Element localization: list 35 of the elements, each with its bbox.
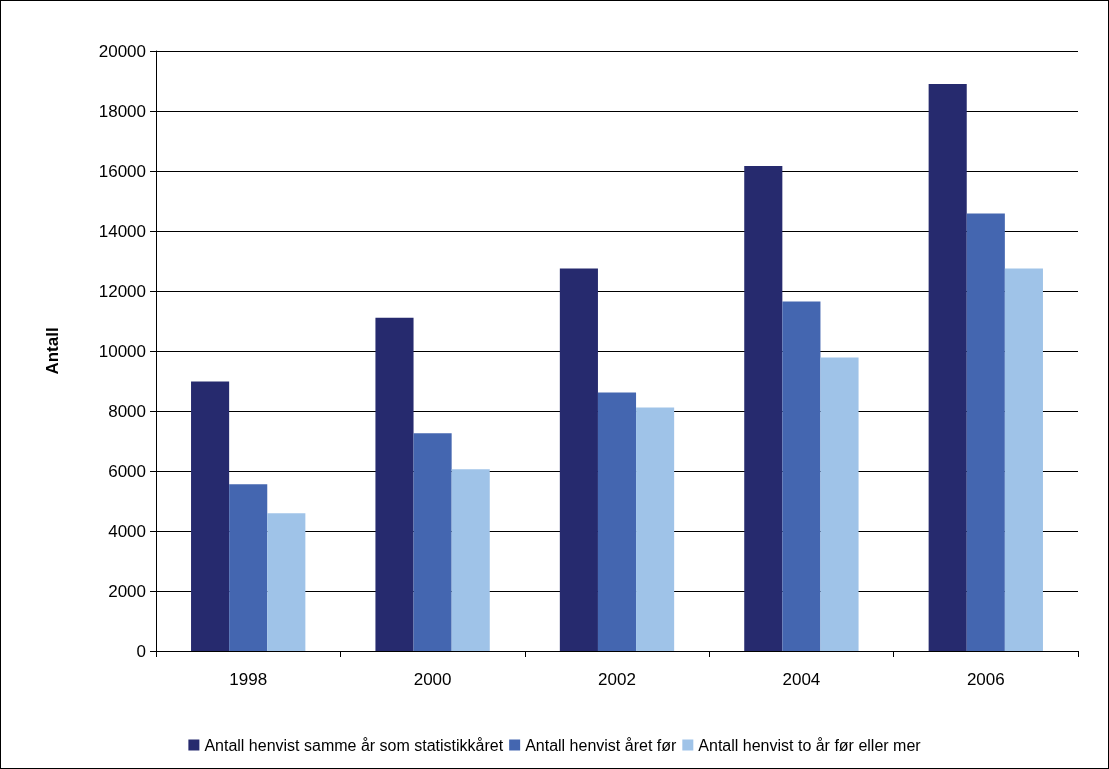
bar bbox=[229, 484, 268, 651]
bar bbox=[267, 513, 306, 651]
legend-label: Antall henvist to år før eller mer bbox=[698, 736, 922, 754]
y-tick-label: 0 bbox=[136, 641, 146, 661]
legend-label: Antall henvist året før bbox=[525, 736, 677, 754]
x-tick-label: 2002 bbox=[598, 670, 636, 689]
bar bbox=[820, 357, 859, 651]
y-tick-label: 20000 bbox=[98, 41, 146, 61]
x-tick-label: 2000 bbox=[413, 670, 452, 689]
bar bbox=[375, 317, 414, 651]
y-tick-label: 6000 bbox=[108, 461, 146, 481]
bar bbox=[1004, 268, 1043, 651]
bar bbox=[451, 469, 490, 651]
bar bbox=[413, 433, 452, 651]
bar bbox=[191, 381, 230, 651]
y-axis-title: Antall bbox=[43, 327, 62, 375]
y-tick-label: 18000 bbox=[98, 101, 146, 121]
y-tick-label: 2000 bbox=[108, 581, 146, 601]
x-tick-label: 1998 bbox=[229, 670, 268, 689]
bar bbox=[559, 268, 598, 651]
legend-label: Antall henvist samme år som statistikkåret bbox=[204, 736, 504, 754]
bar bbox=[966, 213, 1005, 651]
y-tick-label: 10000 bbox=[98, 341, 146, 361]
y-tick-label: 8000 bbox=[108, 401, 146, 421]
bar bbox=[782, 301, 821, 651]
y-tick-label: 14000 bbox=[98, 221, 146, 241]
x-tick-label: 2004 bbox=[782, 670, 821, 689]
bar bbox=[744, 165, 783, 651]
y-tick-label: 16000 bbox=[98, 161, 146, 181]
y-tick-label: 12000 bbox=[98, 281, 146, 301]
x-tick-label: 2006 bbox=[966, 670, 1005, 689]
y-tick-label: 4000 bbox=[108, 521, 146, 541]
bar bbox=[636, 407, 675, 651]
bar bbox=[928, 84, 967, 651]
bar bbox=[597, 392, 637, 651]
